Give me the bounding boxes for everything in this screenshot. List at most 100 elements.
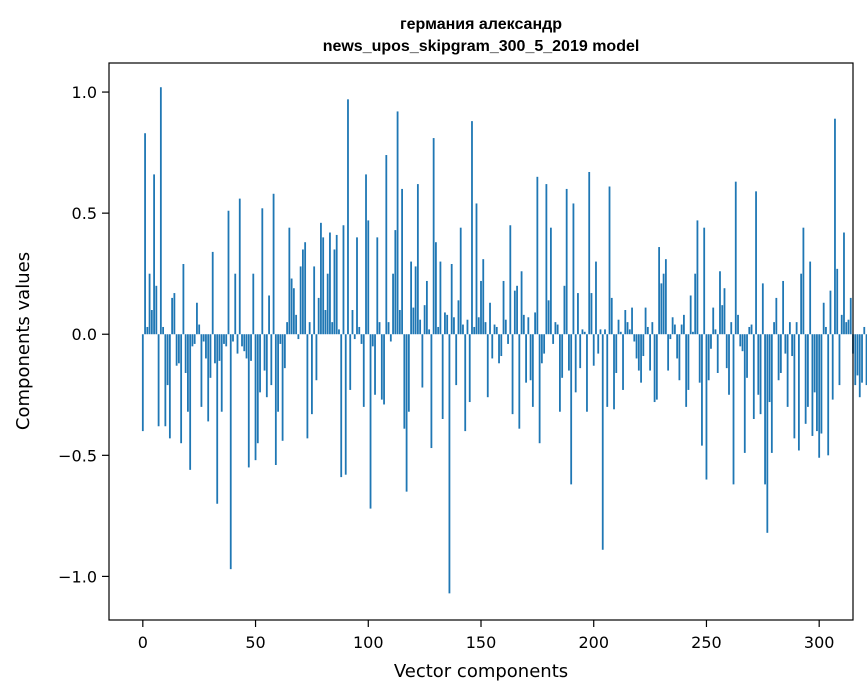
bar-128	[430, 334, 433, 449]
bar-258	[723, 288, 726, 335]
bar-171	[527, 317, 530, 335]
bar-182	[552, 334, 555, 344]
bar-209	[613, 334, 615, 410]
x-tick-label: 150	[466, 633, 497, 652]
bar-56	[268, 295, 270, 335]
bar-197	[586, 334, 588, 412]
bar-104	[376, 237, 379, 335]
chart-title-line2: news_upos_skipgram_300_5_2019 model	[323, 38, 640, 55]
bar-140	[457, 300, 460, 335]
bar-68	[295, 314, 298, 335]
bar-118	[407, 334, 410, 412]
bar-195	[581, 329, 584, 335]
bar-112	[394, 230, 397, 335]
bar-286	[786, 334, 789, 407]
bar-165	[513, 290, 516, 335]
bar-168	[520, 271, 523, 335]
bar-49	[252, 273, 255, 335]
bar-163	[509, 225, 512, 335]
bar-103	[374, 334, 376, 395]
bar-111	[392, 273, 394, 335]
bar-283	[779, 334, 782, 373]
y-tick-label: −0.5	[58, 446, 97, 465]
bar-79	[320, 222, 322, 335]
bar-137	[450, 264, 453, 335]
bar-40	[232, 334, 234, 342]
bar-316	[854, 334, 857, 386]
bar-33	[216, 334, 219, 504]
bar-37	[225, 334, 228, 347]
bar-46	[245, 334, 248, 359]
plot-frame	[108, 62, 854, 621]
bar-304	[827, 334, 830, 456]
bar-45	[243, 334, 246, 352]
x-axis-ticks: 0 50 100 150 200 250 300	[138, 620, 835, 652]
bar-314	[849, 297, 852, 335]
y-tick-label: 1.0	[72, 83, 97, 102]
bar-187	[563, 285, 566, 335]
bar-299	[816, 334, 818, 432]
bar-113	[396, 111, 399, 335]
bar-95	[356, 237, 358, 335]
bar-76	[313, 266, 316, 335]
bar-88	[340, 334, 343, 478]
bar-213	[622, 334, 624, 390]
bar-207	[608, 186, 611, 335]
y-axis-ticks: 1.0 0.5 0.0 −0.5 −1.0	[58, 83, 109, 586]
bar-44	[241, 334, 243, 347]
bar-110	[389, 334, 392, 342]
bar-13	[171, 297, 174, 335]
bar-24	[196, 302, 198, 335]
bar-244	[692, 331, 694, 335]
bar-120	[412, 307, 415, 335]
bar-158	[498, 334, 500, 364]
bar-196	[583, 331, 586, 335]
bar-108	[385, 155, 388, 335]
bar-295	[807, 334, 809, 407]
bar-169	[522, 314, 525, 335]
x-tick-label: 200	[578, 633, 609, 652]
bar-6	[155, 285, 158, 335]
bar-70	[299, 266, 302, 335]
bar-321	[865, 334, 867, 386]
bar-220	[637, 334, 640, 371]
bar-257	[721, 305, 724, 335]
x-axis-label: Vector components	[394, 661, 568, 682]
bar-41	[234, 273, 237, 335]
bar-62	[281, 334, 284, 441]
bar-147	[473, 326, 476, 335]
x-tick-label: 300	[804, 633, 835, 652]
bar-246	[696, 220, 699, 335]
bar-50	[254, 334, 257, 461]
bar-47	[247, 334, 250, 468]
bar-55	[265, 334, 268, 398]
bar-256	[719, 271, 721, 335]
bar-234	[669, 334, 672, 340]
bar-102	[371, 334, 374, 347]
bar-148	[475, 203, 478, 335]
bar-22	[191, 334, 194, 347]
bar-298	[813, 334, 816, 393]
bar-233	[667, 334, 670, 371]
bar-267	[743, 334, 746, 453]
bar-81	[324, 310, 327, 335]
bar-121	[414, 266, 417, 335]
bar-252	[710, 334, 712, 349]
bar-305	[829, 290, 832, 335]
bar-276	[764, 334, 766, 485]
bar-208	[610, 297, 613, 335]
y-tick-label: −1.0	[58, 567, 97, 586]
bar-194	[579, 334, 582, 369]
bar-156	[493, 324, 496, 335]
bar-150	[480, 280, 482, 335]
bar-166	[516, 285, 518, 335]
x-tick-label: 250	[691, 633, 722, 652]
bar-229	[658, 247, 661, 335]
bar-240	[683, 314, 685, 335]
bar-285	[784, 334, 787, 354]
bar-125	[423, 305, 426, 335]
bar-164	[511, 334, 514, 415]
y-axis-label: Components values	[13, 252, 34, 430]
bar-211	[617, 319, 620, 335]
